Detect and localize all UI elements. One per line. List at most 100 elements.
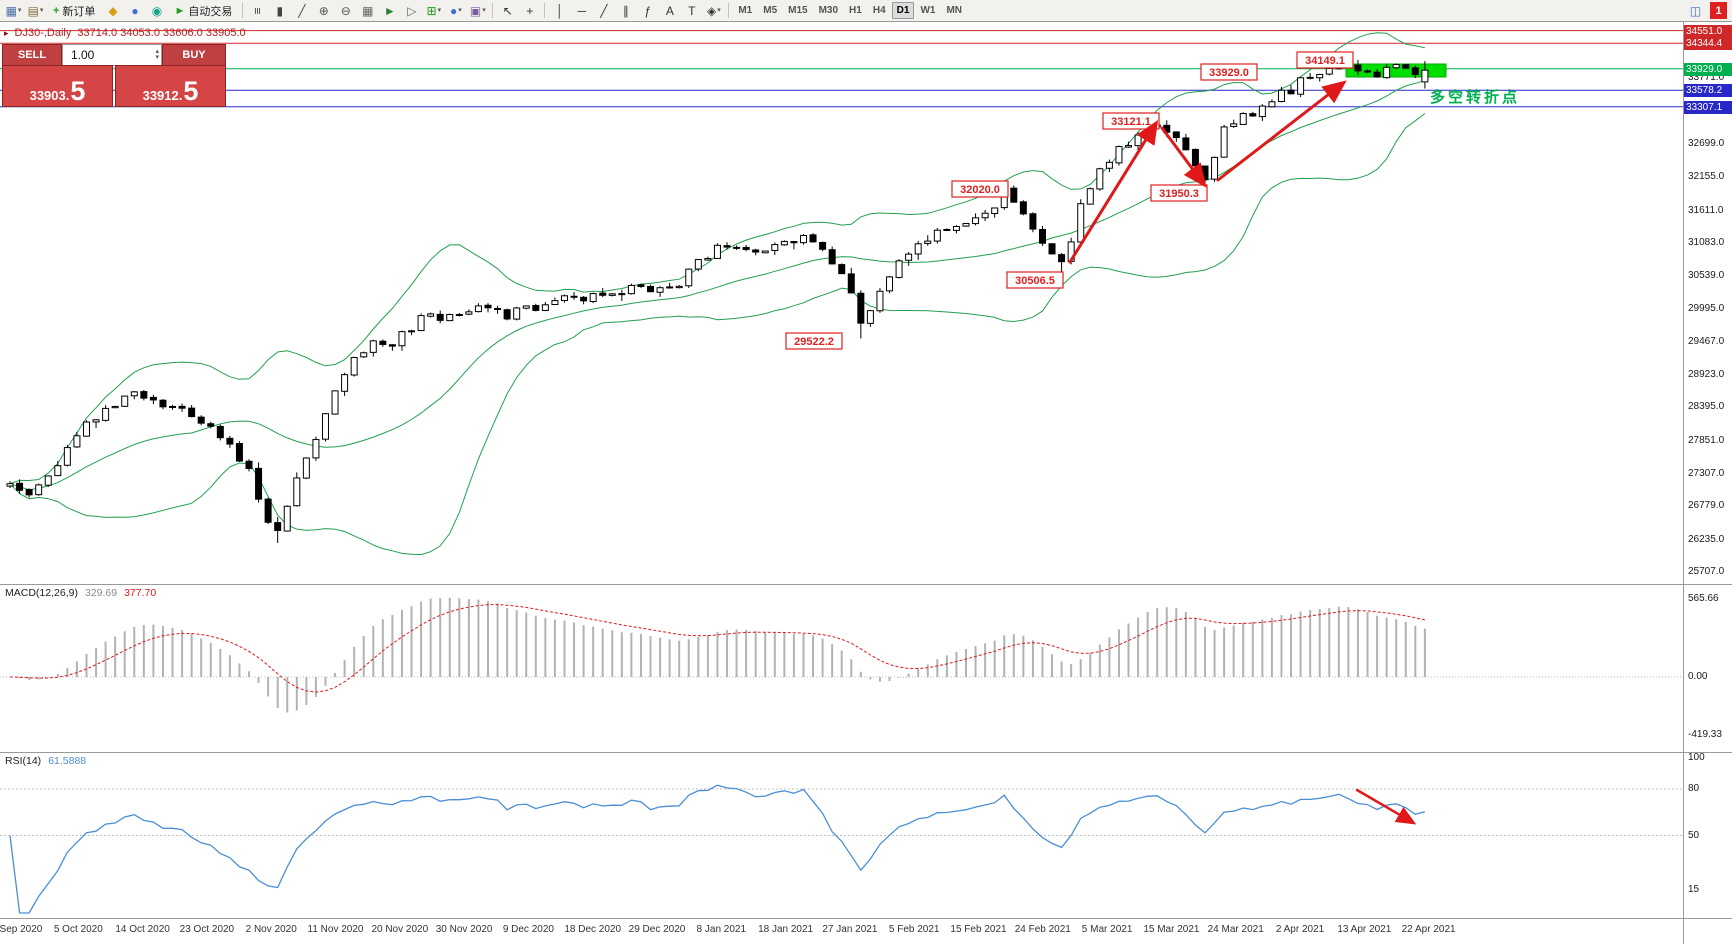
price-axis-label: -419.33 (1688, 728, 1722, 740)
panel-separator[interactable] (0, 918, 1732, 919)
horizontal-line-button[interactable]: ─ (571, 2, 592, 20)
navigator-button[interactable]: ● (124, 2, 145, 20)
arrows-shapes-button[interactable]: ◈ ▾ (703, 2, 724, 20)
one-click-trading-panel: SELL 1.00 ▴ ▾ BUY 33903. 5 33912. 5 (2, 44, 226, 107)
price-axis-label: 27851.0 (1688, 434, 1725, 446)
price-axis-label: 80 (1688, 783, 1700, 794)
cursor-button[interactable]: ↖ (497, 2, 518, 20)
dropdown-caret-icon: ▾ (717, 6, 721, 14)
price-axis-label: 25707.0 (1688, 565, 1725, 577)
volume-input[interactable]: 1.00 ▴ ▾ (62, 44, 162, 66)
macd-histogram (18, 597, 1426, 713)
price-axis-label: 32699.0 (1688, 138, 1725, 149)
equidistant-channel-button[interactable]: ∥ (615, 2, 636, 20)
crosshair-button[interactable]: + (519, 2, 540, 20)
date-axis-label: 30 Nov 2020 (435, 924, 493, 935)
date-axis-label: 15 Mar 2021 (1143, 924, 1200, 935)
new-chart-icon: ▦ (5, 3, 17, 18)
text-icon: T (688, 3, 696, 18)
timeframe-MN-button[interactable]: MN (946, 5, 962, 16)
zoom-in-button[interactable]: ⊕ (313, 2, 334, 20)
toolbar-separator (728, 3, 730, 18)
panel-separator[interactable] (0, 752, 1732, 753)
price-axis-label: 28923.0 (1688, 369, 1725, 381)
text-button[interactable]: T (681, 2, 702, 20)
timeframe-M30-button[interactable]: M30 (818, 5, 839, 16)
community-button[interactable]: ◉ (146, 2, 167, 20)
price-axis-label: 28395.0 (1688, 401, 1725, 413)
ohlc-values: 33714.0 34053.0 33606.0 33905.0 (77, 27, 246, 39)
date-axis-label: 2 Nov 2020 (245, 924, 297, 935)
timeframe-H1-button[interactable]: H1 (849, 5, 862, 16)
bar-chart-mode-button[interactable]: ≡ (247, 2, 268, 20)
volume-spinner: ▴ ▾ (155, 48, 159, 61)
toolbar-right-group: ◫ 1 (1685, 2, 1729, 20)
toolbar-separator (492, 3, 494, 18)
panel-separator[interactable] (0, 584, 1732, 585)
timeframe-H4-button[interactable]: H4 (872, 5, 886, 16)
indicators-button[interactable]: ⊞ ▾ (423, 2, 444, 20)
toolbar-separator (242, 3, 244, 18)
sell-button[interactable]: SELL (2, 44, 62, 66)
line-chart-mode-button[interactable]: ╱ (291, 2, 312, 20)
time-axis[interactable]: 24 Sep 2020 5 Oct 2020 14 Oct 2020 23 Oct 2… (0, 918, 1683, 944)
zoom-out-button[interactable]: ⊖ (335, 2, 356, 20)
trend-arrow[interactable] (1160, 126, 1207, 188)
date-axis-label: 9 Dec 2020 (502, 924, 554, 935)
price-axis-level-label: 33929.0 (1684, 62, 1732, 76)
trend-arrow[interactable] (1216, 80, 1347, 182)
price-annotations: 29522.2 32020.0 30506.5 33121.1 31950.3 33929… (785, 51, 1354, 350)
timeframe-M5-button[interactable]: M5 (763, 5, 778, 16)
svg-text:31950.3: 31950.3 (1159, 188, 1199, 200)
metaeditor-button[interactable]: ◆ (102, 2, 123, 20)
sell-price-main: 33903. (29, 88, 70, 103)
trend-arrow[interactable] (1068, 119, 1159, 264)
new-chart-button[interactable]: ▦ ▾ (3, 2, 24, 20)
buy-button[interactable]: BUY (162, 44, 226, 66)
trendline-button[interactable]: ╱ (593, 2, 614, 20)
price-axis-label: 27307.0 (1688, 467, 1725, 479)
fibonacci-icon: ƒ (644, 3, 652, 18)
price-axis-label: 100 (1688, 752, 1705, 763)
auto-scroll-button[interactable]: ► (379, 2, 400, 20)
autotrading-button[interactable]: ► 自动交易 (168, 2, 238, 20)
toolbar-separator (544, 3, 546, 18)
dropdown-caret-icon: ▾ (482, 6, 486, 14)
main-chart-canvas[interactable]: 29522.2 32020.0 30506.5 33121.1 31950.3 33929… (0, 22, 1683, 584)
auto-scroll-icon: ► (383, 3, 396, 18)
notification-badge[interactable]: 1 (1710, 2, 1727, 19)
zoom-out-icon: ⊖ (340, 3, 351, 18)
candlestick-mode-button[interactable]: ▮ (269, 2, 290, 20)
price-axis[interactable]: 33771.0 32699.0 32155.0 31611.0 31083.0 30539… (1683, 22, 1732, 944)
date-axis-label: 24 Sep 2020 (0, 924, 43, 935)
timeframe-M15-button[interactable]: M15 (788, 5, 808, 16)
volume-increase-button[interactable]: ▴ (155, 48, 159, 55)
buy-price[interactable]: 33912. 5 (115, 65, 226, 107)
templates-button[interactable]: ▣ ▾ (467, 2, 488, 20)
price-axis-label: 29467.0 (1688, 335, 1725, 347)
text-label-button[interactable]: A (659, 2, 680, 20)
macd-panel-canvas[interactable] (0, 584, 1683, 752)
mobile-app-icon[interactable]: ◫ (1689, 3, 1702, 18)
fibonacci-button[interactable]: ƒ (637, 2, 658, 20)
timeframe-W1-button[interactable]: W1 (920, 5, 936, 16)
rsi-panel-canvas[interactable] (0, 752, 1683, 918)
timeframe-M1-button[interactable]: M1 (738, 5, 753, 16)
tile-windows-button[interactable]: ▦ (357, 2, 378, 20)
timeframe-D1-button[interactable]: D1 (891, 2, 915, 19)
chart-shift-button[interactable]: ▷ (401, 2, 422, 20)
expand-panel-arrow[interactable]: ▸ (4, 27, 9, 38)
profiles-button[interactable]: ▤ ▾ (25, 2, 46, 20)
sell-price[interactable]: 33903. 5 (2, 65, 113, 107)
new-order-button[interactable]: + 新订单 (47, 2, 101, 20)
volume-decrease-button[interactable]: ▾ (155, 54, 159, 61)
date-axis-label: 5 Feb 2021 (888, 924, 940, 935)
periods-button[interactable]: ● ▾ (445, 2, 466, 20)
macd-name: MACD(12,26,9) (5, 587, 78, 599)
svg-text:33929.0: 33929.0 (1209, 67, 1249, 79)
rsi-down-arrow[interactable] (1355, 788, 1417, 825)
chart-title: ▸ DJ30-,Daily 33714.0 34053.0 33606.0 33… (4, 27, 246, 39)
pivot-point-label[interactable]: 多空转折点 (1430, 88, 1520, 106)
macd-main-value: 329.69 (84, 587, 118, 599)
vertical-line-button[interactable]: │ (549, 2, 570, 20)
